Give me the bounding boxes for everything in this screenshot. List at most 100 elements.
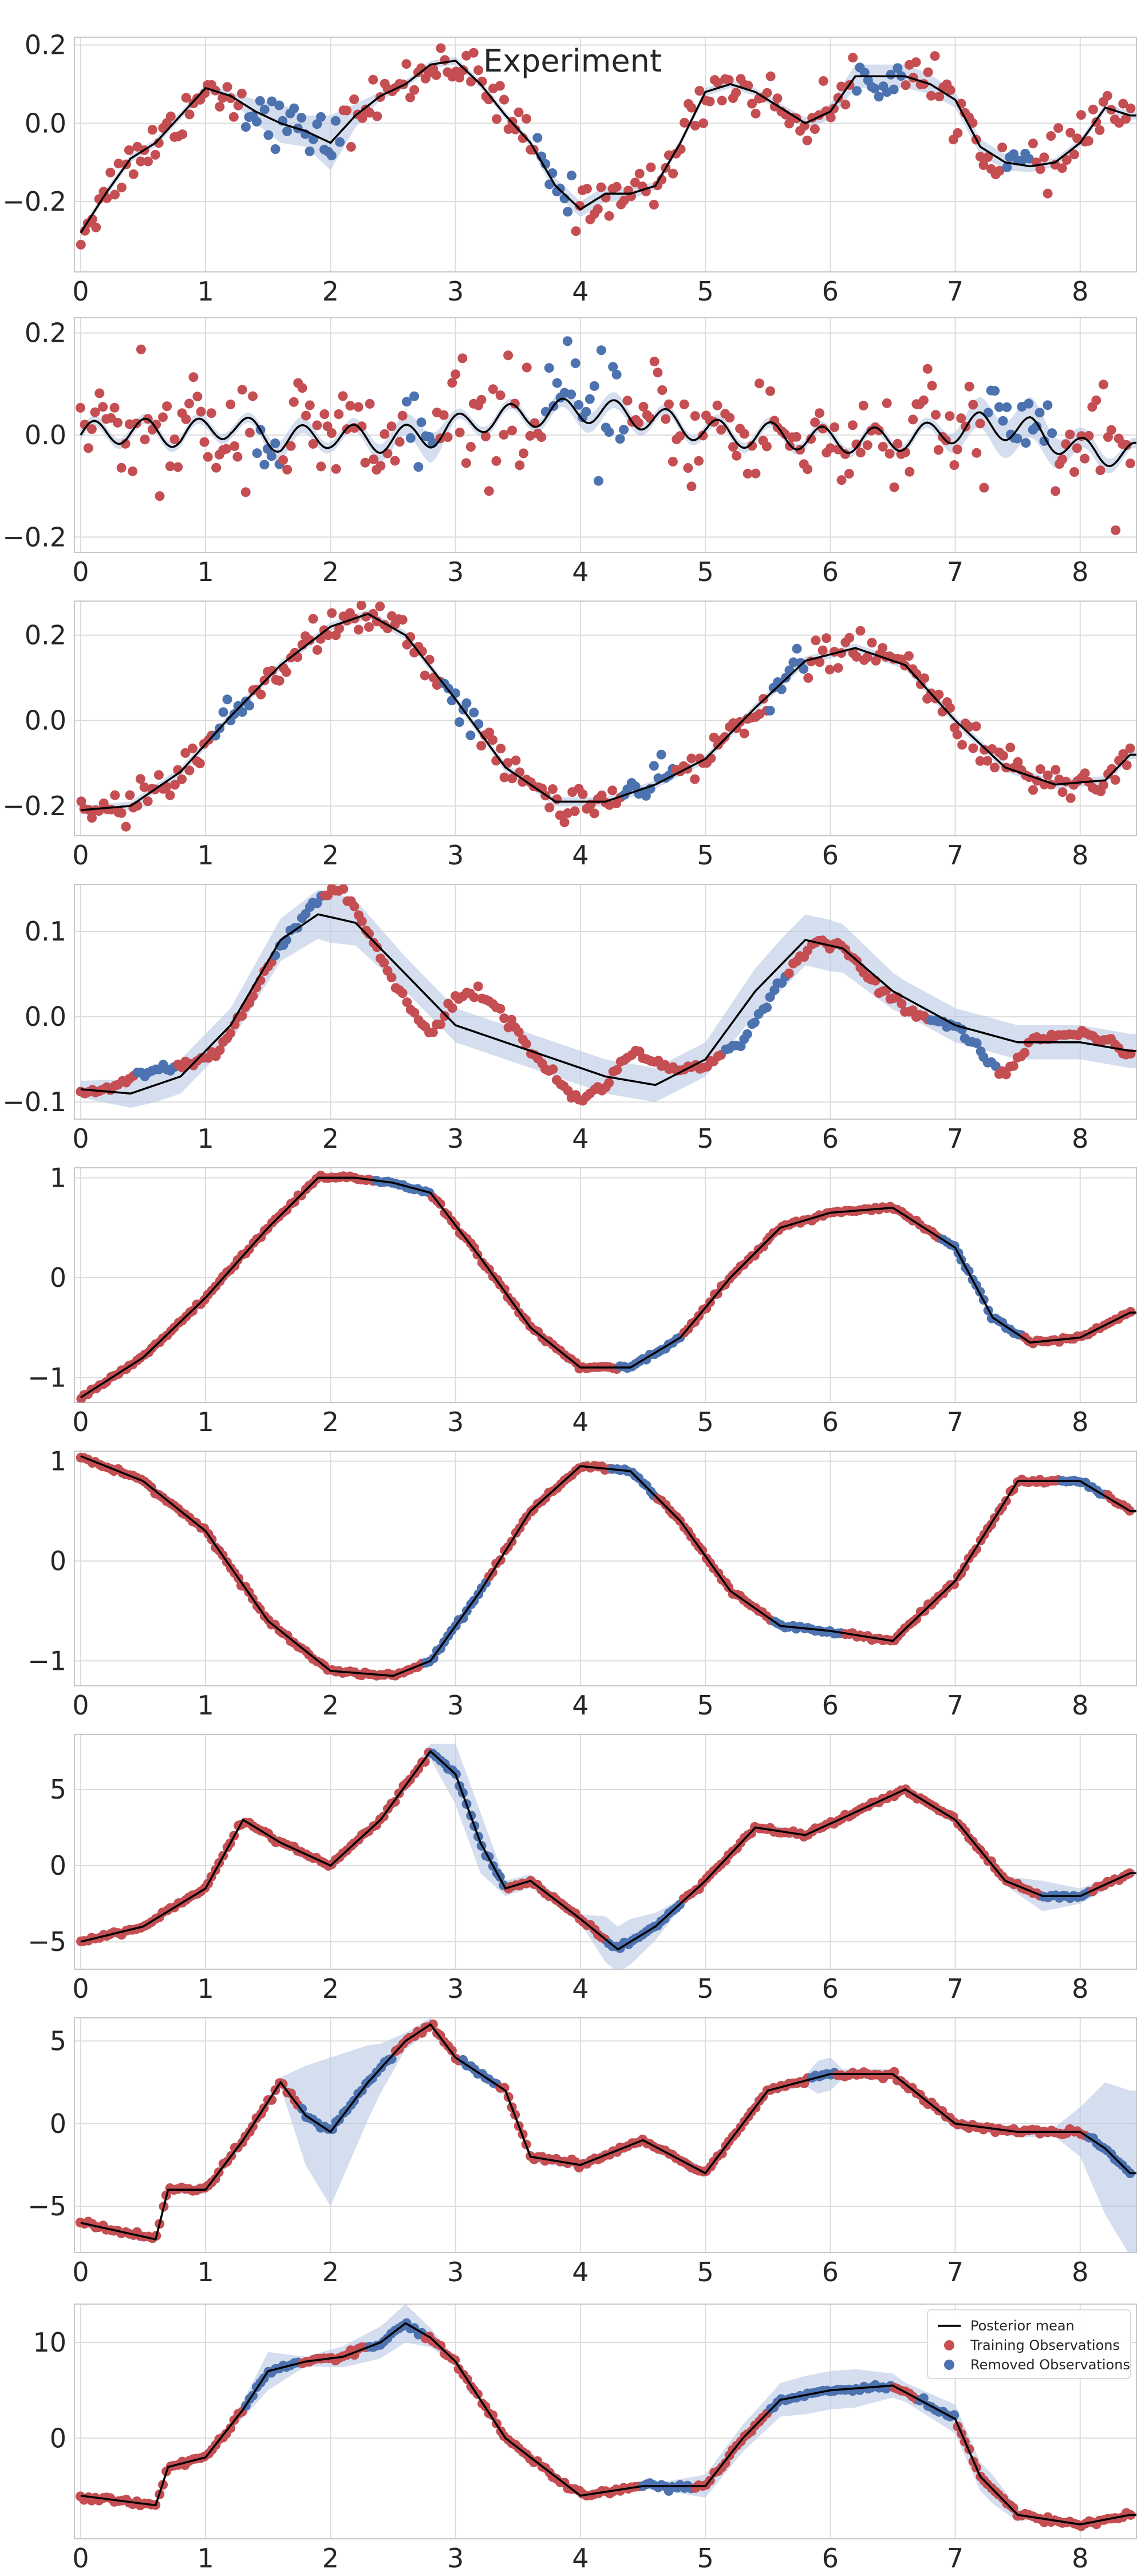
training-observation-point	[76, 796, 86, 807]
x-tick-label: 4	[572, 1123, 589, 1154]
x-tick-label: 6	[822, 1690, 839, 1721]
training-observation-point	[597, 790, 607, 800]
training-observation-point	[169, 780, 180, 790]
training-observation-point	[743, 468, 753, 479]
training-observation-point	[116, 808, 127, 818]
training-observation-point	[455, 73, 465, 83]
removed-observation-point	[615, 434, 625, 444]
training-observation-point	[1118, 749, 1128, 759]
training-observation-point	[226, 2423, 236, 2433]
training-observation-point	[522, 362, 532, 373]
removed-observation-point	[416, 417, 427, 428]
x-tick-label: 5	[697, 276, 713, 307]
training-observation-point	[510, 398, 520, 409]
training-observation-point	[94, 388, 105, 398]
training-observation-point	[267, 666, 277, 676]
training-observation-point	[1080, 768, 1090, 779]
training-observation-point	[496, 744, 506, 754]
removed-observation-point	[562, 336, 572, 346]
panel-frame	[74, 1734, 1137, 1970]
posterior-mean-line	[80, 60, 1136, 234]
training-observation-point	[570, 806, 580, 816]
removed-observation-point	[1039, 436, 1049, 446]
training-observation-point	[420, 1757, 430, 1767]
training-observation-point	[713, 78, 723, 88]
training-observation-point	[717, 96, 727, 106]
training-observation-point	[124, 145, 134, 155]
x-tick-label: 7	[947, 2543, 964, 2574]
legend-training-swatch	[944, 2340, 954, 2350]
x-tick-label: 8	[1072, 276, 1088, 307]
training-observation-point	[646, 162, 656, 172]
training-observation-point	[1088, 104, 1098, 114]
training-observation-point	[153, 138, 164, 148]
training-observation-point	[394, 437, 405, 447]
training-observation-point	[882, 398, 892, 408]
training-observation-point	[1118, 98, 1128, 109]
removed-observation-point	[585, 394, 595, 404]
x-tick-label: 6	[822, 1406, 839, 1437]
training-observation-point	[926, 90, 936, 101]
removed-observation-point	[266, 451, 277, 461]
training-observation-point	[769, 101, 780, 112]
training-observation-point	[705, 96, 715, 106]
removed-observation-point	[1047, 428, 1057, 438]
training-observation-point	[952, 444, 962, 455]
training-observation-point	[184, 765, 195, 776]
training-observation-point	[289, 397, 299, 407]
x-tick-label: 5	[697, 2257, 713, 2287]
x-tick-label: 2	[322, 2257, 339, 2287]
training-observation-point	[709, 417, 719, 427]
training-observation-point	[698, 430, 708, 441]
x-tick-label: 4	[572, 840, 589, 871]
panel-frame	[74, 1167, 1137, 1403]
removed-observation-point	[596, 345, 606, 355]
training-observation-point	[458, 65, 468, 76]
x-tick-label: 0	[72, 2543, 89, 2574]
training-observation-point	[867, 638, 877, 648]
legend-entry-label: Removed Observations	[970, 2357, 1130, 2373]
training-observation-point	[957, 740, 968, 750]
removed-observation-point	[274, 100, 285, 110]
training-observation-point	[739, 728, 749, 738]
training-observation-point	[901, 80, 911, 90]
x-tick-label: 6	[822, 2543, 839, 2574]
training-observation-point	[897, 998, 907, 1009]
training-observation-point	[372, 617, 382, 627]
training-observation-point	[91, 222, 101, 232]
training-observation-point	[923, 67, 933, 77]
removed-observation-point	[998, 416, 1008, 426]
training-observation-point	[589, 808, 599, 819]
training-observation-point	[473, 65, 484, 76]
training-observation-point	[979, 483, 989, 493]
panel-1: 0 1 2 3 4 5 6 7 8 −0.2 0.0 0.2	[2, 30, 1137, 307]
panel-6: 0 1 2 3 4 5 6 7 8−101	[27, 1445, 1137, 1721]
uncertainty-band	[80, 390, 1136, 473]
x-tick-label: 3	[447, 556, 464, 587]
training-observation-point	[848, 53, 858, 63]
training-observation-point	[195, 758, 205, 769]
training-observation-point	[211, 463, 222, 473]
posterior-mean-line	[80, 1176, 1136, 1398]
training-observation-point	[905, 467, 915, 477]
removed-observation-point	[870, 84, 880, 94]
removed-observation-point	[316, 112, 326, 122]
panel-3: 0 1 2 3 4 5 6 7 8 −0.2 0.0 0.2	[2, 600, 1137, 871]
removed-observation-point	[776, 684, 787, 694]
training-observation-point	[90, 407, 100, 417]
y-tick-label: 0	[50, 2108, 66, 2139]
removed-observation-point	[983, 408, 993, 418]
y-tick-label: −0.2	[2, 521, 66, 552]
training-observation-point	[297, 383, 307, 393]
x-tick-label: 8	[1072, 1123, 1088, 1154]
training-observation-point	[353, 402, 364, 412]
y-tick-label: 0	[50, 1850, 66, 1881]
y-tick-label: 0	[50, 1262, 66, 1293]
x-tick-label: 8	[1072, 2257, 1088, 2287]
training-observation-point	[488, 2410, 498, 2420]
training-observation-point	[140, 434, 150, 445]
training-observation-point	[184, 109, 195, 120]
panel-plot-area	[76, 1171, 1136, 1402]
training-observation-point	[653, 368, 663, 378]
training-observation-point	[376, 461, 386, 471]
